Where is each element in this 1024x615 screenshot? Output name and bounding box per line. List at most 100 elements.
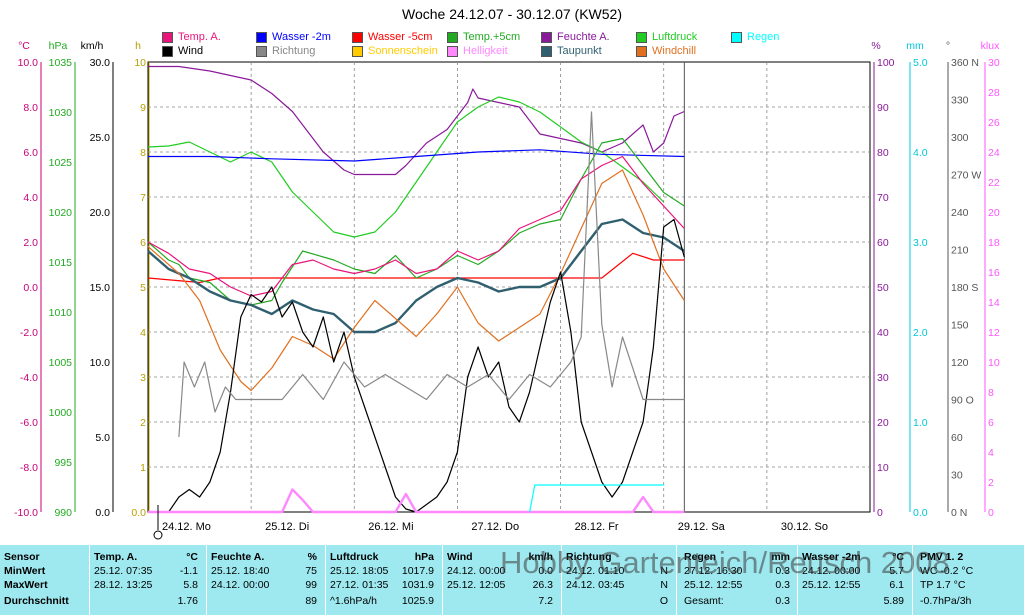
series-taupunkt — [147, 218, 685, 334]
klux-axis-tick: 6 — [988, 417, 994, 429]
hpa-axis-tick: 1030 — [49, 107, 73, 119]
hpa-axis-tick: 1025 — [49, 157, 73, 169]
kmh-axis-tick: 5.0 — [95, 432, 110, 444]
kmh-axis-tick: 30.0 — [90, 57, 111, 69]
wind-min-value: 0.0 — [538, 565, 553, 577]
deg-axis-tick: 360 N — [951, 57, 979, 69]
legend-label: Temp.+5cm — [463, 31, 521, 43]
avg-label: Durchschnitt — [4, 595, 69, 607]
pmv-column: PMV 1. 2 WC -0.2 °C TP 1.7 °C -0.7hPa/3h — [920, 545, 1020, 615]
legend-item: Feuchte A. — [541, 31, 610, 43]
klux-axis-tick: 30 — [988, 57, 1000, 69]
richtung-column: Richtung 24.12. 01:10 N 24.12. 03:45 N O — [566, 545, 672, 615]
deg-axis-tick: 150 — [951, 320, 969, 332]
deg-axis-tick: 270 W — [951, 170, 981, 182]
legend-label: Wasser -2m — [272, 31, 331, 43]
temp-axis-tick: -6.0 — [20, 417, 38, 429]
klux-axis-tick: 16 — [988, 267, 1000, 279]
temp-avg: 1.76 — [177, 595, 198, 607]
legend-item: Wind — [162, 45, 203, 57]
h-axis-tick: 8 — [140, 147, 146, 159]
mm-axis-tick: 0.0 — [913, 507, 928, 519]
sensor-header: Sensor — [4, 551, 40, 563]
series-wasser-5cm — [147, 252, 685, 284]
klux-axis-tick: 24 — [988, 147, 1000, 159]
klux-axis-tick: 28 — [988, 87, 1000, 99]
pct-axis-tick: 50 — [877, 282, 889, 294]
legend-item: Luftdruck — [636, 31, 697, 43]
deg-axis-tick: 90 O — [951, 395, 974, 407]
legend-swatch — [256, 45, 267, 57]
luft-column: Luftdruck hPa 25.12. 18:05 1017.9 27.12. 0… — [330, 545, 438, 615]
luft-max-value: 1031.9 — [401, 579, 434, 591]
legend-swatch — [352, 45, 363, 57]
deg-axis-tick: 180 S — [951, 282, 978, 294]
series-richtung — [178, 111, 685, 438]
legend-swatch — [256, 31, 267, 43]
h-axis-tick: 0.0 — [131, 507, 146, 519]
day-label: 24.12. Mo — [162, 521, 211, 533]
wind-unit: km/h — [528, 551, 553, 563]
kmh-axis-tick: 20.0 — [90, 207, 111, 219]
legend-item: Wasser -2m — [256, 31, 331, 43]
mm-axis-tick: 4.0 — [913, 147, 928, 159]
pct-axis-tick: 0 — [877, 507, 883, 519]
legend-item: Wasser -5cm — [352, 31, 432, 43]
hpa-axis-tick: 1010 — [49, 307, 73, 319]
hpa-axis-tick: 1015 — [49, 257, 73, 269]
kmh-axis-tick: 10.0 — [90, 357, 111, 369]
legend-item: Regen — [731, 31, 779, 43]
luft-unit: hPa — [414, 551, 434, 563]
temp-axis-tick: -2.0 — [20, 327, 38, 339]
legend-swatch — [541, 31, 552, 43]
day-label: 25.12. Di — [265, 521, 309, 533]
temp-column: Temp. A. °C 25.12. 07:35 -1.1 28.12. 13:25… — [94, 545, 204, 615]
deg-axis-tick: 330 — [951, 95, 969, 107]
pct-axis-tick: 30 — [877, 372, 889, 384]
hpa-axis-unit: hPa — [49, 40, 68, 52]
temp-min-value: -1.1 — [179, 565, 198, 577]
feuchte-max-time: 24.12. 00:00 — [211, 579, 270, 591]
weather-chart: °C10.08.06.04.02.00.0-2.0-4.0-6.0-8.0-10… — [14, 40, 1000, 540]
series-wasser-2m — [148, 149, 685, 162]
legend-swatch — [352, 31, 363, 43]
richtung-avg: O — [659, 595, 668, 607]
regen-max-value: 0.3 — [775, 579, 790, 591]
legend-label: Helligkeit — [463, 45, 508, 57]
h-axis-tick: 2 — [140, 417, 146, 429]
series-wind — [148, 218, 685, 513]
richtung-min-time: 24.12. 01:10 — [566, 565, 625, 577]
legend-swatch — [636, 45, 647, 57]
legend-item: Temp. A. — [162, 31, 221, 43]
legend-swatch — [162, 45, 173, 57]
luft-min-value: 1017.9 — [401, 565, 434, 577]
deg-axis-tick: 0 N — [951, 507, 967, 519]
richtung-max-time: 24.12. 03:45 — [566, 579, 625, 591]
max-label: MaxWert — [4, 579, 48, 591]
legend-label: Wasser -5cm — [368, 31, 433, 43]
luft-avg: 1025.9 — [401, 595, 434, 607]
feuchte-max-value: 99 — [305, 579, 317, 591]
legend-item: Windchill — [636, 45, 696, 57]
legend-swatch — [447, 31, 458, 43]
klux-axis-tick: 12 — [988, 327, 1000, 339]
watermark: Hobby Gartenteich/Reusch 2008 — [500, 545, 950, 580]
h-axis-tick: 6 — [140, 237, 146, 249]
klux-axis-unit: klux — [981, 40, 1000, 52]
temp-axis-tick: -8.0 — [20, 462, 38, 474]
legend-label: Taupunkt — [557, 45, 602, 57]
feuchte-header: Feuchte A. — [211, 551, 265, 563]
series-feuchte-a- — [148, 65, 685, 176]
klux-axis-tick: 0 — [988, 507, 994, 519]
legend-item: Sonnenschein — [352, 45, 438, 57]
deg-axis-tick: 30 — [951, 470, 963, 482]
hpa-axis-tick: 1000 — [49, 407, 73, 419]
temp-axis-tick: -10.0 — [14, 507, 38, 519]
feuchte-min-time: 25.12. 18:40 — [211, 565, 270, 577]
temp-axis-tick: 4.0 — [23, 192, 38, 204]
feuchte-unit: % — [307, 551, 317, 563]
temp-axis-tick: 8.0 — [23, 102, 38, 114]
legend-label: Temp. A. — [178, 31, 221, 43]
hpa-axis-tick: 1005 — [49, 357, 73, 369]
series-windchill — [147, 169, 685, 392]
